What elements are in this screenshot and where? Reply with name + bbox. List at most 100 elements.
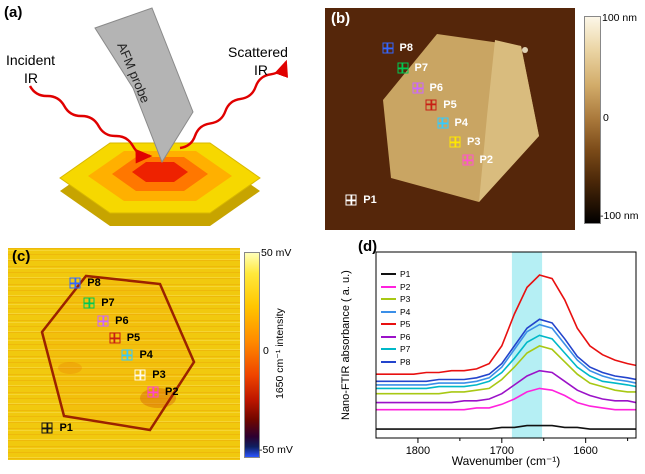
legend-label: P5 [400,319,411,330]
sample-point-p5-label: P5 [126,332,141,345]
sample-point-p6-label: P6 [429,81,443,94]
sample-point-p4-marker [121,349,133,361]
panel-c-nearfield-image: P1 P2 P3 P4 P5 P6 P7 P8 (c) [8,248,240,460]
legend-swatch [381,285,396,288]
scattered-ir-wave-arrow [179,59,289,150]
legend-swatch [381,348,396,351]
sample-point-p2-label: P2 [165,386,179,399]
legend-label: P4 [400,306,411,317]
legend-label: P2 [400,281,411,292]
legend-item-p4: P4 [381,306,410,319]
sample-point-p2-marker [462,154,473,166]
sample-point-p7-marker [83,297,95,309]
incident-ir-label-line2: IR [24,70,38,86]
legend-item-p2: P2 [381,281,410,294]
spectrum-curve-p2 [376,387,636,411]
plot-border [375,251,637,439]
legend-swatch [381,323,396,326]
sample-point-p8-marker [69,277,81,289]
sample-point-p6-marker [97,315,109,327]
panel-d-spectra-chart: 1800 1700 1600 (d) Nano-FTIR absorbance ( … [298,238,645,474]
legend-label: P8 [400,356,411,367]
spectrum-curve-p7 [376,334,637,390]
flake-topography [383,34,539,202]
legend-item-p8: P8 [381,356,410,369]
legend-item-p3: P3 [381,293,410,306]
scattered-ir-label-line1: Scattered [228,44,288,60]
topography-colorbar-max-label: 100 nm [602,12,638,24]
legend-item-p7: P7 [381,343,410,356]
legend-label: P6 [400,331,411,342]
sample-point-p8-marker [382,42,393,54]
incident-ir-label-line1: Incident [6,52,56,68]
panel-a-schematic: (a) Incident IR Scattered IR AFM probe [0,0,322,236]
x-tick-label: 1600 [573,445,597,457]
x-tick-label: 1800 [406,445,430,457]
legend-swatch [381,310,396,313]
sample-point-p6-marker [412,82,423,94]
incident-ir-wave-arrow [28,85,153,164]
spectrum-curve-p5 [376,274,637,375]
topography-colorbar-mid-label: 0 [603,112,609,124]
panel-d-label: (d) [358,238,378,255]
legend-item-p6: P6 [381,331,410,344]
legend-label: P1 [400,269,411,280]
panel-c-point-markers: P1 P2 P3 P4 P5 P6 P7 P8 [8,248,240,460]
sample-point-p4-marker [437,117,448,129]
spectrum-curve-p4 [376,323,637,386]
x-tick-label: 1700 [490,445,514,457]
afm-probe-shape [94,7,194,164]
topography-colorbar-min-label: -100 nm [600,210,639,222]
sample-point-p5-marker [425,99,437,111]
sample-point-p5-label: P5 [443,98,457,111]
panel-c-label: (c) [12,248,31,265]
sample-point-p2-label: P2 [479,154,493,167]
legend-swatch [381,360,396,363]
legend-swatch [381,273,396,276]
sample-point-p7-label: P7 [414,61,428,74]
legend-swatch [381,335,396,338]
y-axis-label: Nano-FTIR absorbance ( a. u.) [340,270,352,420]
scattered-ir-label-line2: IR [254,62,268,78]
sample-point-p3-label: P3 [467,136,481,149]
nearfield-colorbar-mid-label: 0 [263,345,269,357]
sample-point-p1-label: P1 [363,194,377,207]
highlight-band-1650 [511,252,543,438]
x-axis-label: Wavenumber (cm⁻¹) [451,454,561,468]
sample-center-hexagon [132,162,188,182]
spectrum-curve-p6 [376,369,637,404]
sample-point-p1-label: P1 [59,422,73,435]
topography-colorbar [584,16,601,224]
sample-point-p6-label: P6 [115,315,129,328]
nearfield-smudge-2 [58,362,82,374]
legend-item-p5: P5 [381,318,410,331]
schematic-drawing [28,7,289,226]
spectra-plot: 1800 1700 1600 [375,251,637,457]
chart-legend: P1 P2 P3 P4 P5 P6 P7 P8 [381,268,410,368]
legend-label: P3 [400,294,411,305]
sample-point-p4-label: P4 [139,349,153,362]
sample-point-p1-marker [345,194,357,206]
legend-swatch [381,298,396,301]
flake-glint [522,47,528,53]
spectrum-curve-p8 [376,318,637,383]
sample-point-p5-marker [109,332,121,344]
spectrum-curve-p1 [376,424,636,430]
sample-point-p8-label: P8 [399,41,413,54]
sample-point-p1-marker [41,422,53,434]
sample-point-p7-label: P7 [101,297,115,310]
spectrum-curve-p3 [376,345,636,395]
nearfield-colorbar-max-label: 50 mV [261,247,292,259]
panel-b-label: (b) [331,10,351,27]
sample-point-p3-marker [449,136,461,148]
panel-a-label: (a) [4,4,23,21]
panel-b-afm-topography-image: P1 P2 P3 P4 P5 P6 P7 P8 (b) [325,8,575,230]
sample-point-p4-label: P4 [454,117,468,130]
sample-point-p8-label: P8 [87,276,101,289]
sample-point-p7-marker [397,62,408,74]
sample-point-p3-label: P3 [152,369,166,382]
nearfield-colorbar [244,252,260,458]
flake-hexagon-bright-side [479,40,539,202]
legend-label: P7 [400,344,411,355]
